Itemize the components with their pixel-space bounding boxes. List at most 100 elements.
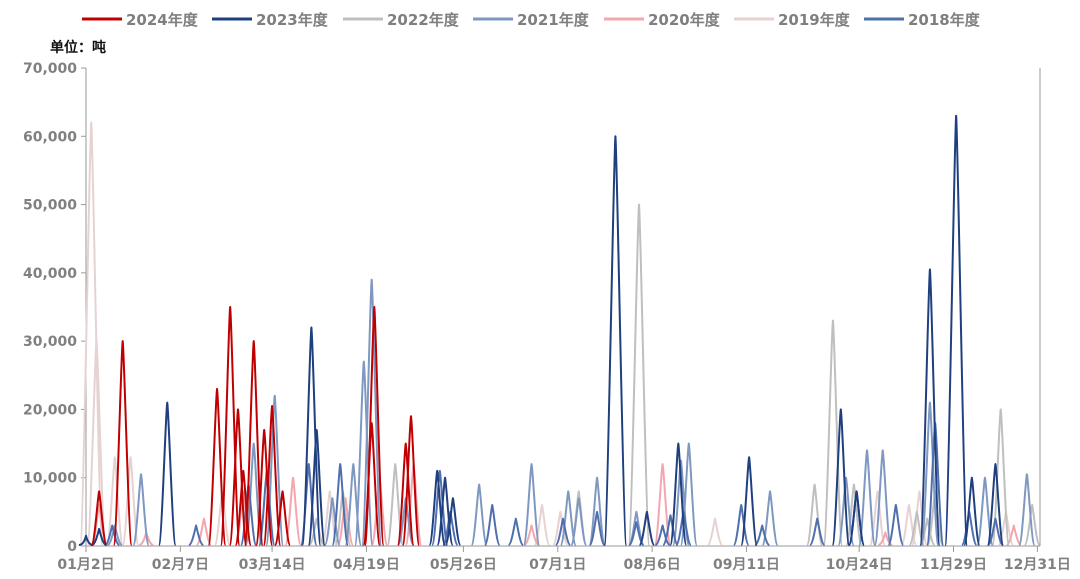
legend-label: 2021年度 bbox=[517, 11, 590, 29]
series-point bbox=[654, 524, 671, 546]
legend-label: 2024年度 bbox=[126, 11, 199, 29]
series-point bbox=[86, 340, 107, 546]
series-point bbox=[307, 428, 326, 546]
series-point bbox=[523, 524, 540, 546]
series-point bbox=[887, 504, 905, 546]
legend-label: 2018年度 bbox=[908, 11, 981, 29]
legend-label: 2019年度 bbox=[778, 11, 851, 29]
series-point bbox=[483, 504, 501, 546]
x-tick-label: 03月14日 bbox=[239, 557, 306, 573]
series-point bbox=[274, 490, 292, 546]
series-point bbox=[444, 497, 462, 546]
series-point bbox=[706, 517, 724, 546]
series-point bbox=[507, 517, 525, 546]
series-point bbox=[363, 306, 385, 546]
series-5 bbox=[79, 121, 1015, 546]
y-tick-label: 40,000 bbox=[23, 266, 77, 282]
series-point bbox=[552, 510, 569, 546]
series-point bbox=[588, 510, 606, 546]
series-point bbox=[669, 442, 688, 546]
series-point bbox=[308, 517, 325, 546]
series-point bbox=[195, 517, 213, 546]
series-point bbox=[845, 483, 863, 546]
x-tick-label: 05月26日 bbox=[430, 557, 497, 573]
series-point bbox=[603, 135, 628, 546]
legend: 2024年度 2023年度 2022年度 2021年度 2020年度 2019年度 2018… bbox=[82, 11, 981, 29]
series-point bbox=[219, 306, 241, 546]
y-tick-label: 10,000 bbox=[23, 471, 77, 487]
y-tick-label: 70,000 bbox=[23, 61, 77, 77]
series-0 bbox=[90, 306, 421, 546]
axes: 0 10,000 20,000 30,000 40,000 50,000 60,000 70,… bbox=[23, 61, 1071, 573]
legend-label: 2023年度 bbox=[256, 11, 329, 29]
series-point bbox=[470, 483, 488, 546]
series-point bbox=[301, 326, 322, 546]
series-point bbox=[570, 497, 588, 546]
legend-label: 2022年度 bbox=[387, 11, 460, 29]
x-tick-label: 08月6日 bbox=[623, 557, 680, 573]
series-point bbox=[732, 504, 750, 546]
y-tick-label: 30,000 bbox=[23, 334, 77, 350]
series-point bbox=[431, 469, 449, 546]
series-point bbox=[554, 517, 572, 546]
legend-label: 2020年度 bbox=[648, 11, 721, 29]
series-point bbox=[354, 360, 374, 546]
series-point bbox=[638, 510, 656, 546]
series-point bbox=[588, 476, 606, 546]
unit-label: 单位：吨 bbox=[50, 39, 106, 56]
series-point bbox=[337, 497, 354, 546]
x-tick-label: 04月19日 bbox=[333, 557, 400, 573]
x-tick-label: 01月2日 bbox=[57, 557, 114, 573]
x-tick-label: 07月1日 bbox=[529, 557, 586, 573]
series-point bbox=[112, 340, 133, 546]
y-tick-label: 20,000 bbox=[23, 402, 77, 418]
series-point bbox=[831, 408, 851, 546]
series-point bbox=[522, 463, 541, 546]
series-point bbox=[228, 408, 248, 546]
x-tick-label: 09月11日 bbox=[713, 557, 780, 573]
series-point bbox=[944, 114, 969, 546]
x-tick-label: 12月31日 bbox=[1004, 557, 1071, 573]
series-point bbox=[991, 408, 1011, 546]
series-point bbox=[627, 203, 651, 546]
series-point bbox=[157, 401, 177, 546]
series-point bbox=[986, 463, 1005, 546]
series-point bbox=[396, 442, 415, 546]
series-point bbox=[361, 278, 383, 546]
x-tick-label: 11月29日 bbox=[920, 557, 987, 573]
series-point bbox=[428, 469, 446, 546]
series-point bbox=[1023, 504, 1041, 546]
series-point bbox=[255, 428, 274, 546]
y-tick-label: 50,000 bbox=[23, 198, 77, 214]
series-point bbox=[262, 405, 282, 546]
series-point bbox=[858, 449, 876, 546]
series-point bbox=[91, 527, 107, 546]
y-tick-label: 60,000 bbox=[23, 129, 77, 145]
x-tick-label: 10月24日 bbox=[826, 557, 893, 573]
series-point bbox=[132, 473, 150, 546]
series-point bbox=[105, 456, 124, 546]
series-point bbox=[284, 476, 302, 546]
series-point bbox=[919, 268, 941, 546]
series-layer bbox=[78, 114, 1041, 546]
series-point bbox=[323, 497, 341, 546]
series-point bbox=[848, 490, 866, 546]
series-point bbox=[920, 401, 940, 546]
series-point bbox=[331, 463, 350, 546]
series-point bbox=[344, 463, 363, 546]
series-point bbox=[1006, 524, 1022, 546]
series-point bbox=[234, 469, 252, 546]
series-point bbox=[987, 517, 1004, 546]
series-point bbox=[662, 514, 679, 546]
series-point bbox=[78, 534, 94, 546]
series-1 bbox=[78, 114, 1005, 546]
x-tick-label: 02月7日 bbox=[152, 557, 209, 573]
series-point bbox=[79, 121, 104, 546]
series-point bbox=[837, 476, 855, 546]
series-point bbox=[90, 490, 108, 546]
series-point bbox=[963, 476, 981, 546]
series-point bbox=[740, 456, 758, 546]
series-point bbox=[188, 524, 204, 546]
series-point bbox=[822, 319, 844, 546]
